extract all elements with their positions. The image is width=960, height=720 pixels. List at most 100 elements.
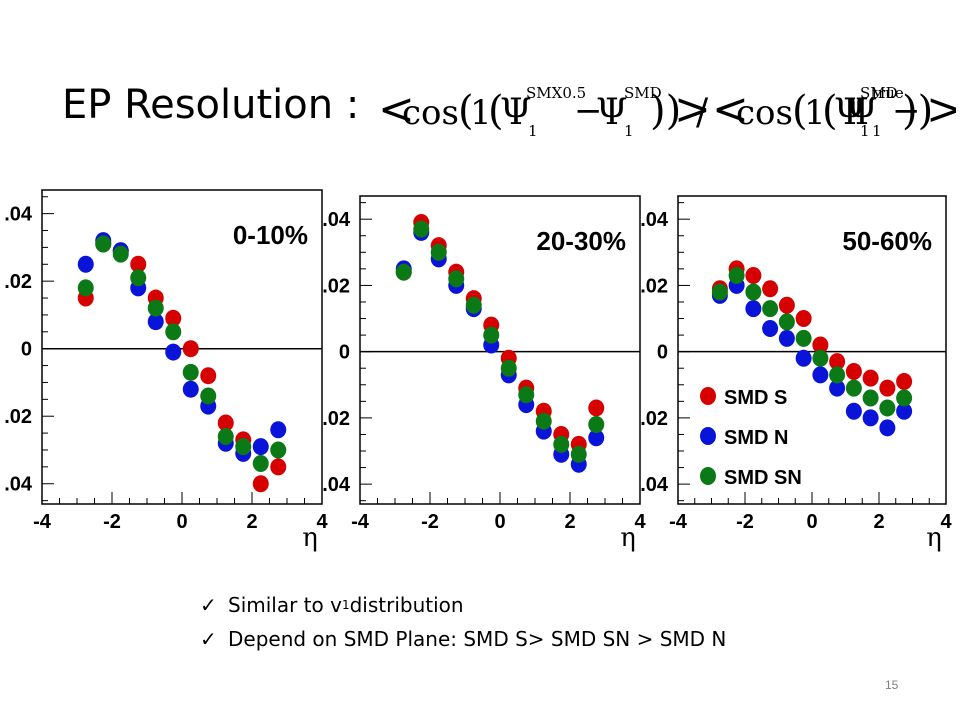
y-tick-label: .04 [322, 209, 351, 231]
data-point-smd_s [217, 414, 234, 432]
data-point-smd_s [896, 372, 913, 390]
panel-title: 20-30% [536, 226, 626, 256]
data-point-smd_sn [448, 270, 465, 288]
data-point-smd_n [147, 313, 164, 331]
data-point-smd_sn [395, 263, 412, 281]
data-point-smd_s [252, 475, 269, 493]
legend-label: SMD N [724, 427, 788, 449]
data-point-smd_sn [535, 412, 552, 430]
data-point-smd_sn [829, 366, 846, 384]
data-point-smd_sn [553, 435, 570, 453]
data-point-smd_sn [270, 441, 287, 459]
data-point-smd_n [252, 438, 269, 456]
x-tick-label: 4 [634, 511, 646, 533]
chart-panel-0-10: .04.020.02.04-4 -2 0 2 4η0-10% [4, 189, 328, 553]
data-point-smd_s [270, 458, 287, 476]
data-point-smd_s [778, 296, 795, 314]
data-point-smd_n [845, 402, 862, 420]
x-tick-label: 2 [564, 511, 575, 533]
formula-minus-1: − [574, 91, 603, 131]
resolution-formula-tail: Ψ true 1 )) > [846, 84, 956, 140]
bullet-text: Similar to v [228, 593, 342, 617]
data-point-smd_sn [518, 386, 535, 404]
x-tick-label: -2 [736, 511, 754, 533]
x-tick-label: -4 [669, 511, 688, 533]
formula-rangle-1: > [674, 84, 711, 135]
formula-sup-smd-1: SMD [624, 84, 662, 102]
formula-sub-3: 1 [860, 122, 870, 140]
data-point-smd_s [762, 280, 779, 298]
data-point-smd_sn [812, 349, 829, 367]
data-point-smd_sn [745, 283, 762, 301]
data-point-smd_sn [235, 438, 252, 456]
data-point-smd_s [879, 379, 896, 397]
formula-sup-smx: SMX0.5 [526, 84, 586, 102]
formula-one-2: 1 [804, 93, 826, 133]
data-point-smd_n [588, 429, 605, 447]
data-point-smd_n [182, 380, 199, 398]
formula-paren-3: )) [650, 88, 681, 134]
data-point-smd_sn [182, 363, 199, 381]
data-point-smd_sn [762, 300, 779, 318]
formula-psi-4: Ψ [846, 92, 878, 133]
panel-title: 50-60% [842, 226, 932, 256]
data-point-smd_sn [483, 326, 500, 344]
data-point-smd_s [200, 367, 217, 385]
formula-minus-2: − [892, 91, 921, 131]
data-point-smd_n [862, 409, 879, 427]
y-tick-label: .04 [640, 474, 669, 496]
data-point-smd_sn [570, 445, 587, 463]
x-tick-label: 4 [940, 511, 952, 533]
slide-title: EP Resolution : [62, 82, 360, 128]
formula-psi-3: Ψ [834, 92, 866, 133]
data-point-smd_n [812, 366, 829, 384]
y-tick-label: .04 [640, 209, 669, 231]
x-tick-label: 0 [806, 511, 817, 533]
data-point-smd_n [795, 349, 812, 367]
data-point-smd_n [745, 300, 762, 318]
formula-paren-1: ( [458, 88, 474, 134]
data-point-smd_sn [728, 266, 745, 284]
data-point-smd_n [270, 421, 287, 439]
data-point-smd_s [130, 255, 147, 273]
data-point-smd_sn [147, 299, 164, 317]
formula-psi-2: Ψ [596, 92, 628, 133]
formula-sub-4: 1 [872, 122, 882, 140]
data-point-smd_sn [200, 387, 217, 405]
data-point-smd_sn [896, 389, 913, 407]
data-point-smd_s [862, 369, 879, 387]
data-point-smd_s [182, 340, 199, 358]
data-point-smd_sn [112, 245, 129, 263]
data-point-smd_s [812, 336, 829, 354]
data-point-smd_sn [95, 235, 112, 253]
legend-label: SMD SN [724, 467, 802, 489]
data-point-smd_sn [77, 279, 94, 297]
formula-paren-6: )) [902, 88, 933, 134]
formula-cos-1: cos [402, 93, 459, 133]
data-point-smd_n [829, 379, 846, 397]
data-point-smd_s [829, 353, 846, 371]
formula-slash: / [696, 92, 709, 133]
formula-psi-1: Ψ [500, 92, 532, 133]
formula-paren-4: ( [792, 88, 808, 134]
data-point-smd_sn [862, 389, 879, 407]
bullet-subscript: 1 [341, 598, 350, 612]
x-tick-label: -4 [33, 511, 52, 533]
x-tick-label: 0 [494, 511, 505, 533]
data-point-smd_n [762, 319, 779, 337]
data-point-smd_n [77, 255, 94, 273]
data-point-smd_sn [778, 313, 795, 331]
data-point-smd_sn [711, 283, 728, 301]
x-axis-label: η [926, 523, 942, 553]
formula-rangle-2: > [926, 84, 956, 135]
legend-marker [700, 387, 716, 405]
x-tick-label: -2 [103, 511, 121, 533]
formula-sup-true: true [872, 84, 904, 102]
legend-marker [700, 427, 716, 445]
data-point-smd_sn [130, 269, 147, 287]
data-point-smd_sn [500, 359, 517, 377]
resolution-formula: < cos ( 1 ( Ψ SMX0.5 1 − Ψ SMD 1 )) > / … [378, 84, 921, 140]
